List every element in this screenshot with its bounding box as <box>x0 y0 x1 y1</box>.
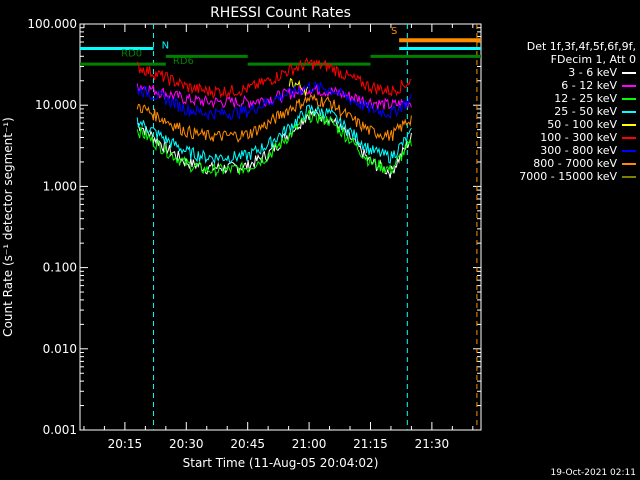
y-axis-label: Count Rate (s⁻¹ detector segment⁻¹) <box>1 117 15 337</box>
legend-item: 3 - 6 keV <box>478 66 636 79</box>
legend-item-label: 25 - 50 keV <box>554 105 617 118</box>
legend-item: 6 - 12 keV <box>478 79 636 92</box>
chart-title: RHESSI Count Rates <box>210 5 351 21</box>
legend-item-label: 100 - 300 keV <box>540 131 617 144</box>
legend-swatch <box>622 84 636 87</box>
series-line-5 <box>136 57 412 100</box>
legend-swatch <box>622 110 636 113</box>
legend-swatch <box>622 71 636 74</box>
x-tick-label: 21:15 <box>353 437 388 451</box>
legend-item: 100 - 300 keV <box>478 131 636 144</box>
legend-item: 12 - 25 keV <box>478 92 636 105</box>
y-tick-label: 0.010 <box>43 342 77 356</box>
legend-item-label: 12 - 25 keV <box>554 92 617 105</box>
series-line-7 <box>136 93 412 143</box>
legend-item-label: 800 - 7000 keV <box>533 157 617 170</box>
y-tick-label: 0.100 <box>43 261 77 275</box>
x-tick-label: 21:00 <box>292 437 327 451</box>
marker-label-s: S <box>391 26 397 37</box>
legend-item: 300 - 800 keV <box>478 144 636 157</box>
x-tick-label: 20:30 <box>169 437 204 451</box>
legend-swatch <box>622 136 636 139</box>
series-line-1 <box>136 83 412 110</box>
legend-item-label: 7000 - 15000 keV <box>519 170 617 183</box>
y-tick-label: 1.000 <box>43 179 77 193</box>
x-axis-label: Start Time (11-Aug-05 20:04:02) <box>183 456 379 470</box>
y-tick-label: 100.000 <box>27 17 77 31</box>
legend-item-label: 3 - 6 keV <box>568 66 617 79</box>
x-tick-label: 20:15 <box>108 437 143 451</box>
legend-swatch <box>622 149 636 152</box>
plot-frame <box>79 23 482 431</box>
series-line-0 <box>137 108 412 179</box>
legend-item-label: 50 - 100 keV <box>547 118 617 131</box>
series-line-6 <box>136 80 412 121</box>
footer-timestamp: 19-Oct-2021 02:11 <box>550 468 636 478</box>
legend-swatch <box>622 97 636 100</box>
marker-label-rd6: RD6 <box>173 56 194 67</box>
y-tick-label: 10.000 <box>35 98 77 112</box>
legend-header-line-2: FDecim 1, Att 0 <box>550 53 636 66</box>
x-tick-label: 21:30 <box>415 437 450 451</box>
legend-item: 7000 - 15000 keV <box>478 170 636 183</box>
legend-header-line-1: Det 1f,3f,4f,5f,6f,9f, <box>526 40 636 53</box>
legend-item: 800 - 7000 keV <box>478 157 636 170</box>
legend-swatch <box>622 123 636 126</box>
marker-label-rd0: RD0 <box>121 48 142 59</box>
legend-item-label: 300 - 800 keV <box>540 144 617 157</box>
legend: Det 1f,3f,4f,5f,6f,9f, FDecim 1, Att 0 3… <box>478 40 636 183</box>
series-line-4 <box>288 78 309 96</box>
series-line-3 <box>136 104 412 166</box>
legend-swatch <box>622 175 636 178</box>
legend-swatch <box>622 162 636 165</box>
legend-item: 25 - 50 keV <box>478 105 636 118</box>
marker-label-n: N <box>162 40 169 51</box>
x-tick-label: 20:45 <box>230 437 265 451</box>
series-line-2 <box>136 109 412 177</box>
legend-item-label: 6 - 12 keV <box>561 79 617 92</box>
legend-item: 50 - 100 keV <box>478 118 636 131</box>
y-tick-label: 0.001 <box>43 423 77 437</box>
